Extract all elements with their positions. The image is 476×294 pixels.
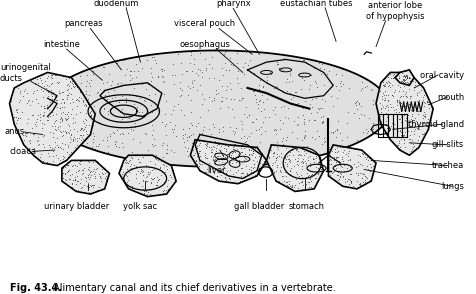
Text: pharynx: pharynx: [216, 0, 251, 8]
Text: oesophagus: oesophagus: [179, 40, 230, 49]
Text: gill-slits: gill-slits: [432, 140, 464, 149]
Text: visceral pouch: visceral pouch: [174, 19, 235, 29]
Text: gall bladder: gall bladder: [234, 202, 285, 211]
Polygon shape: [376, 72, 433, 155]
Text: Fig. 43.4.: Fig. 43.4.: [10, 283, 61, 293]
Polygon shape: [267, 145, 324, 191]
Text: anus: anus: [5, 127, 25, 136]
Text: eustachian tubes: eustachian tubes: [280, 0, 353, 8]
Text: mouth: mouth: [437, 93, 464, 101]
Text: trachea: trachea: [432, 161, 464, 170]
Text: thyroid gland: thyroid gland: [408, 120, 464, 129]
Text: anterior lobe: anterior lobe: [368, 1, 422, 10]
Polygon shape: [395, 70, 414, 85]
Polygon shape: [10, 72, 95, 166]
Text: liver: liver: [208, 166, 226, 175]
Text: duodenum: duodenum: [94, 0, 139, 8]
Text: urinogenital: urinogenital: [0, 64, 51, 72]
Polygon shape: [43, 51, 390, 167]
Text: cloaca: cloaca: [10, 147, 37, 156]
Text: lungs: lungs: [441, 182, 464, 191]
Polygon shape: [119, 155, 176, 197]
Text: stomach: stomach: [289, 202, 325, 211]
Polygon shape: [328, 145, 376, 189]
Polygon shape: [190, 140, 267, 184]
Text: pancreas: pancreas: [64, 19, 103, 29]
Text: Alimentary canal and its chief derivatives in a vertebrate.: Alimentary canal and its chief derivativ…: [50, 283, 336, 293]
Text: ducts: ducts: [0, 74, 23, 83]
Polygon shape: [62, 161, 109, 194]
Text: yolk sac: yolk sac: [123, 202, 158, 211]
Text: intestine: intestine: [43, 40, 80, 49]
Text: urinary bladder: urinary bladder: [43, 202, 109, 211]
Text: of hypophysis: of hypophysis: [366, 12, 424, 21]
Text: oral cavity: oral cavity: [420, 71, 464, 80]
